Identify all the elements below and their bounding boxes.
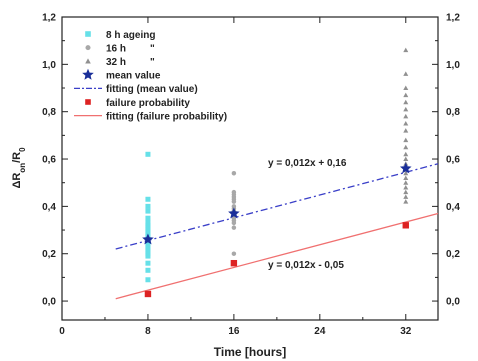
data-point [403,151,409,157]
fit-equation: y = 0,012x - 0,05 [268,260,344,271]
legend-marker [85,58,91,64]
y-tick-label-right: 0,6 [446,155,460,166]
y-axis-label: ΔRon/R0 [11,147,27,189]
data-point [145,151,151,157]
data-point [145,277,151,283]
legend-marker [85,45,91,51]
y-tick-label: 0,8 [42,107,56,118]
data-point [145,260,151,266]
annotations: y = 0,012x + 0,16 y = 0,012x - 0,05 [268,158,347,271]
data-point [403,121,409,126]
data-point [403,106,409,112]
x-tick-label: 8 [145,326,151,337]
data-point [403,194,409,199]
y-label-den: /R [11,152,23,163]
x-tick-label: 16 [228,326,240,337]
data-point [145,253,151,259]
y-tick-label: 0,0 [42,297,56,308]
data-point [144,290,152,298]
data-point [403,99,409,105]
data-point [403,85,409,91]
data-point [403,47,409,53]
data-point [230,259,238,267]
y-tick-label-right: 1,2 [446,13,460,24]
data-point [403,128,409,133]
x-axis-label: Time [hours] [214,345,286,359]
data-point [403,113,409,119]
y-tick-label: 0,6 [42,155,56,166]
data-point [145,215,151,221]
legend-label: fitting (failure probability) [106,111,227,122]
legend-label: fitting (mean value) [106,84,198,95]
data-points [142,47,412,298]
y-tick-label: 0,2 [42,249,56,260]
data-point [403,175,409,180]
x-tick-label: 0 [59,326,65,337]
svg-text:ΔRon/R0: ΔRon/R0 [11,147,27,189]
data-point [231,220,237,226]
y-tick-label-right: 0,4 [446,202,460,213]
legend-ditto: " [150,43,155,54]
data-point [145,208,151,214]
data-point [403,144,409,150]
data-point [231,251,237,256]
legend: 8 h ageing 16 h " 32 h " mean value fitting (m… [74,30,227,122]
legend-label: failure probability [106,98,190,109]
x-tick-label: 32 [400,326,412,337]
data-point [403,137,409,143]
fit-line [115,212,439,300]
data-point [231,225,237,230]
data-point [145,203,151,209]
data-point [403,180,409,185]
data-point [403,156,409,162]
y-tick-label-right: 1,0 [446,60,460,71]
y-tick-label: 1,0 [42,60,56,71]
y-label-den-sub: 0 [18,147,27,152]
data-point [228,207,240,219]
fit-lines [115,163,439,300]
legend-marker [82,68,94,80]
x-tick-label: 24 [314,326,326,337]
data-point [145,267,151,273]
data-point [403,71,409,76]
data-point [231,170,237,176]
legend-marker [85,99,91,105]
legend-ditto: " [150,57,155,68]
data-point [231,199,237,204]
legend-marker [85,31,91,37]
tick-layer [61,16,438,320]
legend-label: 32 h [106,57,126,68]
data-point [145,196,151,202]
data-point [403,199,409,204]
plot-frame [61,16,439,321]
fit-line [115,163,439,250]
data-point [403,170,409,176]
legend-label: 8 h ageing [106,30,155,41]
legend-label: 16 h [106,43,126,54]
y-tick-label-right: 0,2 [446,249,460,260]
y-tick-label: 0,4 [42,202,56,213]
y-label-main: ΔR [11,173,23,189]
y-tick-label-right: 0,8 [446,107,460,118]
tick-labels: 0 8 16 24 32 0,0 0,0 0,2 0,2 0,4 0,4 0,6 0,6 0,8 0,8 1,… [42,13,460,338]
legend-label: mean value [106,71,161,82]
fit-equation: y = 0,012x + 0,16 [268,158,347,169]
y-tick-label: 1,2 [42,13,56,24]
data-point [403,184,409,190]
data-point [403,92,409,98]
data-point [402,222,409,229]
y-tick-label-right: 0,0 [446,297,460,308]
data-point [403,189,409,195]
data-point [142,233,154,245]
data-point [399,162,412,174]
y-label-sub: on [18,163,27,173]
